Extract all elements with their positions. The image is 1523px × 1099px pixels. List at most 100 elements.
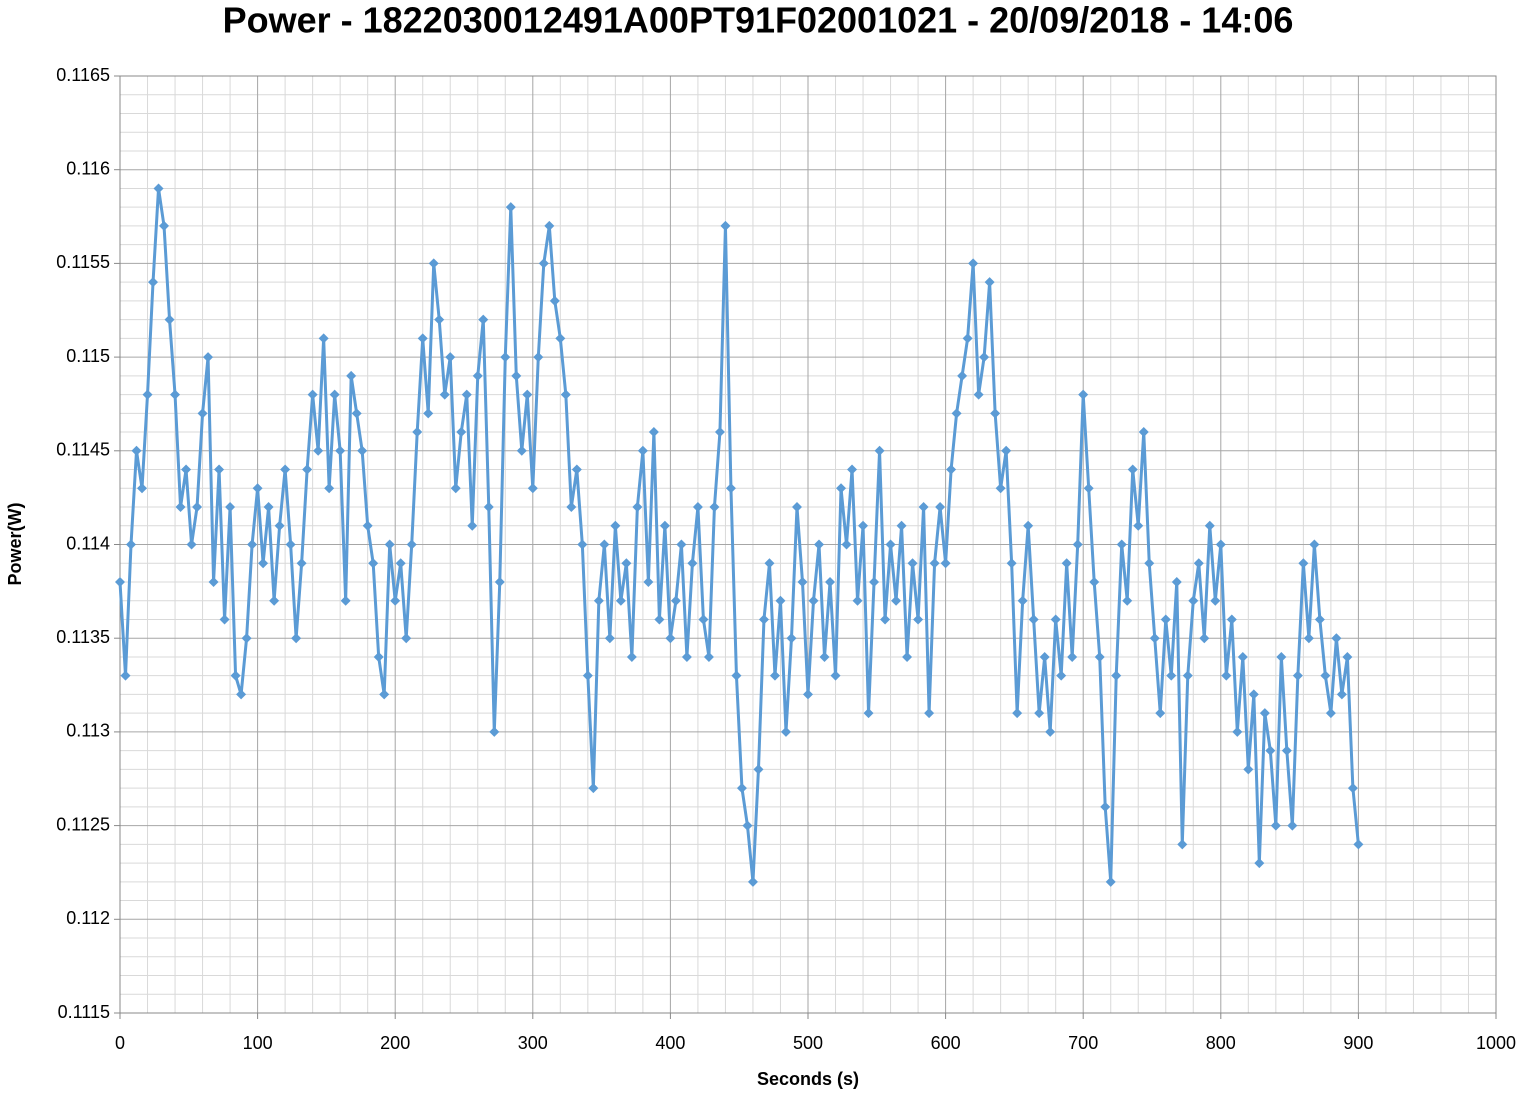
data-point [1028,614,1039,625]
data-point [478,314,489,325]
data-point [505,202,516,213]
data-point [852,595,863,606]
data-point [825,576,836,587]
data-point [885,539,896,550]
y-tick-label: 0.114 [66,533,110,553]
data-point [1226,614,1237,625]
data-point [720,220,731,231]
data-point [698,614,709,625]
data-point [1006,558,1017,569]
data-point [780,726,791,737]
data-point [219,614,230,625]
chart-title: Power - 1822030012491A00PT91F02001021 - … [223,0,1294,41]
data-point [1232,726,1243,737]
y-tick-label: 0.1165 [56,65,110,85]
y-tick-label: 0.116 [66,158,110,178]
data-point [599,539,610,550]
data-point [1149,633,1160,644]
data-point [621,558,632,569]
data-point [445,352,456,363]
data-point [1182,670,1193,681]
data-point [951,408,962,419]
data-point [263,502,274,513]
data-point [626,651,637,662]
data-point [538,258,549,269]
data-point [494,576,505,587]
data-point [456,427,467,438]
y-axis-label: Power(W) [5,502,25,585]
y-tick-label: 0.112 [66,908,110,928]
data-point [483,502,494,513]
y-tick-label: 0.1155 [56,252,110,272]
data-point [676,539,687,550]
data-point [307,389,318,400]
data-point [417,333,428,344]
data-point [291,633,302,644]
data-point [1199,633,1210,644]
data-point [1270,820,1281,831]
data-point [302,464,313,475]
data-point [324,483,335,494]
data-point [401,633,412,644]
data-point [863,708,874,719]
data-point [1243,764,1254,775]
data-point [1177,839,1188,850]
data-point [258,558,269,569]
data-point [670,595,681,606]
data-point [896,520,907,531]
data-point [902,651,913,662]
data-point [1072,539,1083,550]
data-point [643,576,654,587]
data-point [725,483,736,494]
data-point [544,220,555,231]
data-point [340,595,351,606]
data-point [1287,820,1298,831]
data-point [1012,708,1023,719]
x-tick-label: 400 [655,1033,685,1053]
data-point [186,539,197,550]
data-point [450,483,461,494]
data-point [858,520,869,531]
data-point [907,558,918,569]
data-point [175,502,186,513]
y-tick-label: 0.1125 [56,814,110,834]
data-point [351,408,362,419]
data-point [847,464,858,475]
data-point [1221,670,1232,681]
data-point [1045,726,1056,737]
data-point [1188,595,1199,606]
data-point [979,352,990,363]
data-point [841,539,852,550]
data-point [533,352,544,363]
data-point [1039,651,1050,662]
data-point [714,427,725,438]
data-point [159,220,170,231]
data-point [1116,539,1127,550]
data-point [681,651,692,662]
data-point [924,708,935,719]
data-point [830,670,841,681]
data-point [1281,745,1292,756]
data-point [1276,651,1287,662]
data-point [527,483,538,494]
y-tick-label: 0.1145 [56,440,110,460]
data-point [318,333,329,344]
data-point [472,370,483,381]
data-point [1303,633,1314,644]
data-point [153,183,164,194]
data-point [379,689,390,700]
data-point [208,576,219,587]
data-point [791,502,802,513]
data-point [225,502,236,513]
y-tick-label: 0.1135 [56,627,110,647]
data-point [615,595,626,606]
data-point [1094,651,1105,662]
data-point [703,651,714,662]
data-point [252,483,263,494]
data-point [368,558,379,569]
data-point [610,520,621,531]
data-point [1314,614,1325,625]
data-point [1089,576,1100,587]
data-point [968,258,979,269]
data-point [1166,670,1177,681]
